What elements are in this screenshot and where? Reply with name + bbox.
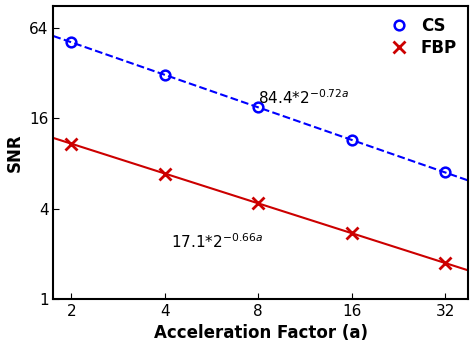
- Y-axis label: SNR: SNR: [6, 133, 24, 172]
- X-axis label: Acceleration Factor (a): Acceleration Factor (a): [154, 324, 368, 342]
- Legend: CS, FBP: CS, FBP: [379, 14, 460, 60]
- Text: 84.4*2$^{-0.72a}$: 84.4*2$^{-0.72a}$: [258, 88, 349, 107]
- Text: 17.1*2$^{-0.66a}$: 17.1*2$^{-0.66a}$: [172, 232, 264, 251]
